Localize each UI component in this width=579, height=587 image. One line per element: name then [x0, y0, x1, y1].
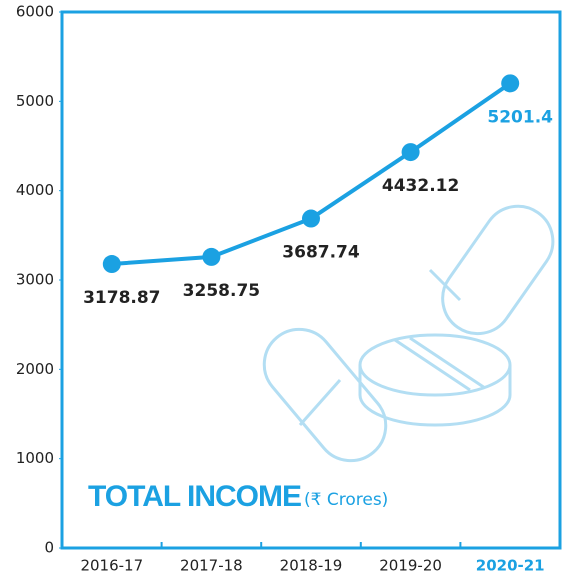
- y-tick-label: 0: [44, 539, 54, 557]
- point: [202, 248, 220, 266]
- value-label: 4432.12: [382, 176, 459, 196]
- value-label: 3258.75: [183, 281, 260, 301]
- y-tick-label: 4000: [16, 181, 54, 199]
- x-tick-label: 2016-17: [80, 557, 143, 575]
- y-tick-label: 3000: [16, 271, 54, 289]
- value-label: 3178.87: [83, 288, 160, 308]
- x-tick-label: 2020-21: [476, 557, 545, 575]
- point: [402, 143, 420, 161]
- plot-frame: [62, 12, 560, 548]
- x-tick-label: 2019-20: [379, 557, 442, 575]
- value-label: 3687.74: [282, 243, 360, 263]
- x-tick-label: 2017-18: [180, 557, 243, 575]
- value-label: 5201.4: [487, 107, 553, 127]
- chart: TOTAL INCOME (₹ Crores) 0 1000 2000 3000 400…: [0, 0, 579, 583]
- y-tick-label: 1000: [16, 449, 54, 467]
- chart-title: TOTAL INCOME: [88, 480, 301, 513]
- x-tick-label: 2018-19: [280, 557, 343, 575]
- point: [302, 210, 320, 228]
- y-tick-label: 6000: [16, 3, 54, 21]
- point: [103, 255, 121, 273]
- chart-subtitle: (₹ Crores): [304, 490, 388, 510]
- line: [112, 83, 510, 264]
- y-tick-label: 2000: [16, 360, 54, 378]
- point: [501, 74, 519, 92]
- y-tick-label: 5000: [16, 92, 54, 110]
- pill-illustration: [250, 193, 567, 475]
